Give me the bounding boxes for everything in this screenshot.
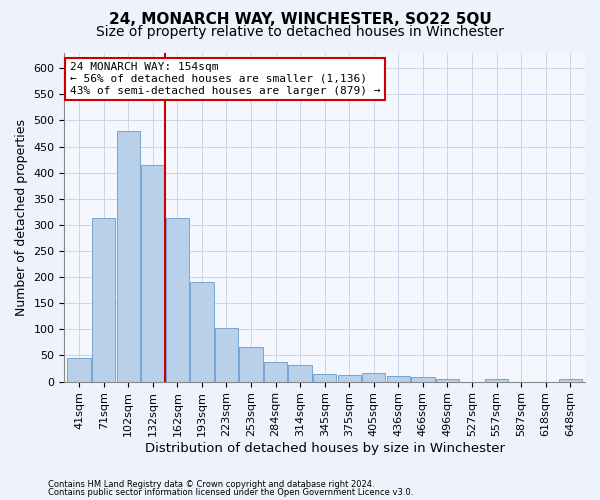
Text: Size of property relative to detached houses in Winchester: Size of property relative to detached ho… [96,25,504,39]
Bar [387,376,410,382]
Bar [166,218,189,382]
Bar [239,346,263,382]
Bar [411,378,434,382]
Text: 24 MONARCH WAY: 154sqm
← 56% of detached houses are smaller (1,136)
43% of semi-: 24 MONARCH WAY: 154sqm ← 56% of detached… [70,62,380,96]
Bar [559,379,582,382]
Bar [289,366,312,382]
Y-axis label: Number of detached properties: Number of detached properties [15,118,28,316]
Bar [141,165,164,382]
Bar [92,218,115,382]
Bar [485,379,508,382]
Bar [436,379,459,382]
Text: Contains HM Land Registry data © Crown copyright and database right 2024.: Contains HM Land Registry data © Crown c… [48,480,374,489]
Text: 24, MONARCH WAY, WINCHESTER, SO22 5QU: 24, MONARCH WAY, WINCHESTER, SO22 5QU [109,12,491,28]
Bar [116,131,140,382]
Bar [190,282,214,382]
X-axis label: Distribution of detached houses by size in Winchester: Distribution of detached houses by size … [145,442,505,455]
Bar [67,358,91,382]
Bar [264,362,287,382]
Bar [215,328,238,382]
Text: Contains public sector information licensed under the Open Government Licence v3: Contains public sector information licen… [48,488,413,497]
Bar [338,375,361,382]
Bar [362,373,385,382]
Bar [313,374,337,382]
